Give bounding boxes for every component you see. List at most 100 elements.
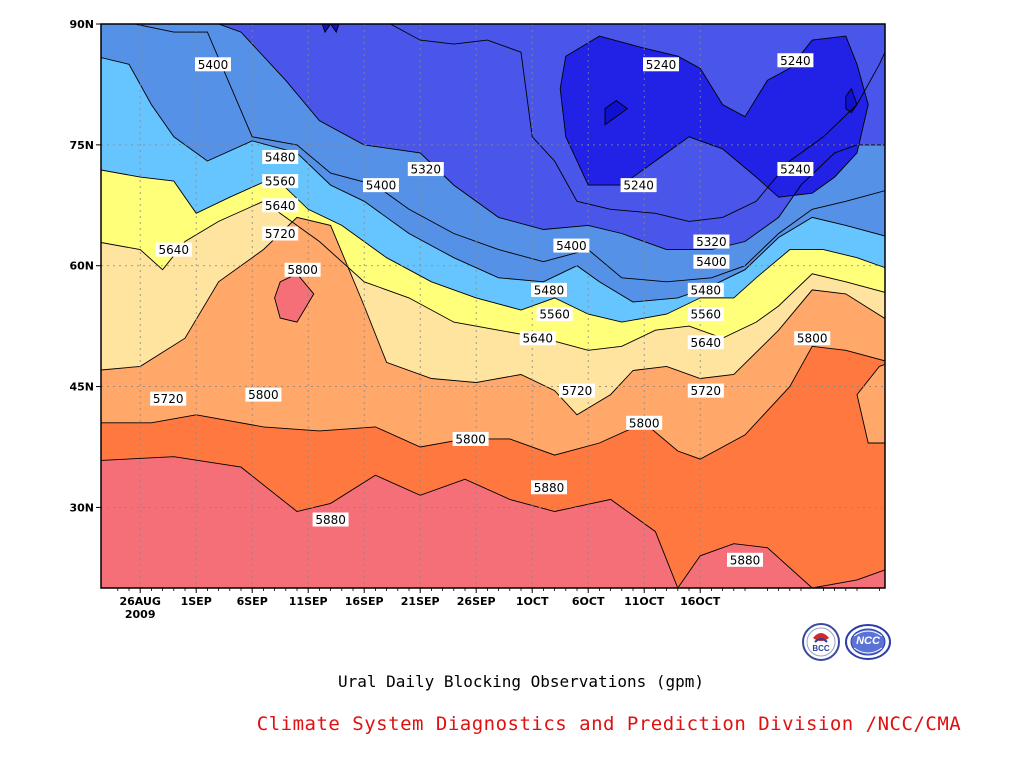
plot-frame [100,23,886,589]
contour-label: 5240 [620,178,657,193]
contour-label: 5640 [262,198,299,213]
contour-label-text: 5800 [455,432,486,446]
x-tick-label: 11SEP [289,595,328,608]
contour-label-text: 5400 [198,58,229,72]
ncc-logo-text: NCC [856,635,880,647]
contour-label-bg [643,57,679,72]
contour-label-bg [262,174,299,189]
contour-label-text: 5640 [159,243,190,257]
contour-label-bg [553,238,590,253]
contour-label: 5480 [531,282,567,297]
contour-label-text: 5640 [691,336,722,350]
contour-label-text: 5560 [539,308,570,322]
contour-label-bg [687,307,724,322]
contour-line-5560 [101,57,885,303]
contour-label-bg [245,387,282,402]
ncc-logo-icon [845,624,891,660]
y-tick-label: 45N [69,381,94,394]
contour-label-bg [195,57,231,72]
contour-label: 5240 [777,162,814,177]
contour-label-bg [727,552,763,567]
contour-line-b5160a [604,99,629,126]
contour-label-text: 5560 [691,308,722,322]
contour-label: 5400 [363,178,399,193]
contour-label-text: 5880 [534,481,565,495]
contour-label-text: 5240 [780,163,811,177]
contour-label-text: 5800 [248,388,279,402]
contour-label-bg [363,178,399,193]
contour-label-bg [794,331,831,346]
contour-label: 5800 [245,387,282,402]
contour-label-text: 5240 [780,54,811,68]
contour-label-bg [284,262,321,277]
contour-label: 5640 [155,242,192,257]
contour-label: 5800 [452,431,489,446]
region-5240-5320 [560,36,869,198]
contour-label: 5880 [312,512,349,527]
y-tick-label: 90N [69,18,94,31]
x-tick-label: 21SEP [401,595,440,608]
y-tick-label: 30N [69,501,94,514]
contour-label-bg [407,162,444,177]
x-tick-label: 26AUG [119,595,160,608]
contour-label: 5480 [687,282,724,297]
contour-label-text: 5640 [523,332,554,346]
contour-line-b5320 [389,24,885,222]
contour-label-bg [687,335,724,350]
contour-label-bg [312,512,349,527]
y-tick-label: 60N [69,260,94,273]
x-tick-label: 16OCT [680,595,721,608]
x-tick-label: 6SEP [237,595,268,608]
region-below-5240-b [845,88,857,113]
contour-label: 5800 [794,331,831,346]
x-tick-label: 1SEP [181,595,212,608]
contour-label: 5560 [687,307,724,322]
contour-label: 5240 [643,57,679,72]
contour-label: 5720 [262,226,299,241]
x-tick-label: 16SEP [345,595,384,608]
contour-label-text: 5640 [265,199,296,213]
contour-line-5800 [101,216,885,416]
contour-label-text: 5400 [556,239,587,253]
bcc-logo-text: BCC [812,644,830,653]
contour-label-bg [559,383,595,398]
contour-label-bg [150,391,187,406]
contour-label-bg [519,331,556,346]
contour-label-text: 5720 [691,384,722,398]
contour-label-bg [687,383,724,398]
contour-line-5880 [101,345,885,460]
contour-line-5400 [217,24,885,251]
contour-label: 5880 [531,480,567,495]
contour-label: 5240 [777,53,814,68]
chart-title: Ural Daily Blocking Observations (gpm) [337,672,705,691]
contour-line-5640 [101,169,885,323]
contour-label-text: 5560 [265,175,296,189]
contour-label-bg [620,178,657,193]
contour-line-b5160b [845,87,858,114]
region-below-5240-a [605,100,628,125]
contour-label: 5800 [284,262,321,277]
contour-label: 5640 [519,331,556,346]
contour-line-5720 [101,200,885,351]
contour-label: 5320 [693,234,730,249]
contour-line-5960 [101,456,885,588]
contour-label-text: 5320 [696,235,727,249]
contour-label: 5480 [262,149,299,164]
x-tick-label: 1OCT [516,595,549,608]
ncc-logo: NCC [844,622,892,662]
contour-label-bg [262,226,299,241]
grid-lines [101,24,885,588]
contour-label: 5880 [727,552,763,567]
bcc-logo-icon [802,623,840,661]
bcc-logo: BCC [801,622,841,662]
x-tick-label: 26SEP [457,595,496,608]
contour-label: 5640 [687,335,724,350]
contour-label-text: 5800 [629,416,660,430]
contour-label: 5320 [407,162,444,177]
contour-label: 5560 [262,174,299,189]
contour-label: 5720 [150,391,187,406]
contour-label: 5560 [536,307,573,322]
contour-label-bg [687,282,724,297]
